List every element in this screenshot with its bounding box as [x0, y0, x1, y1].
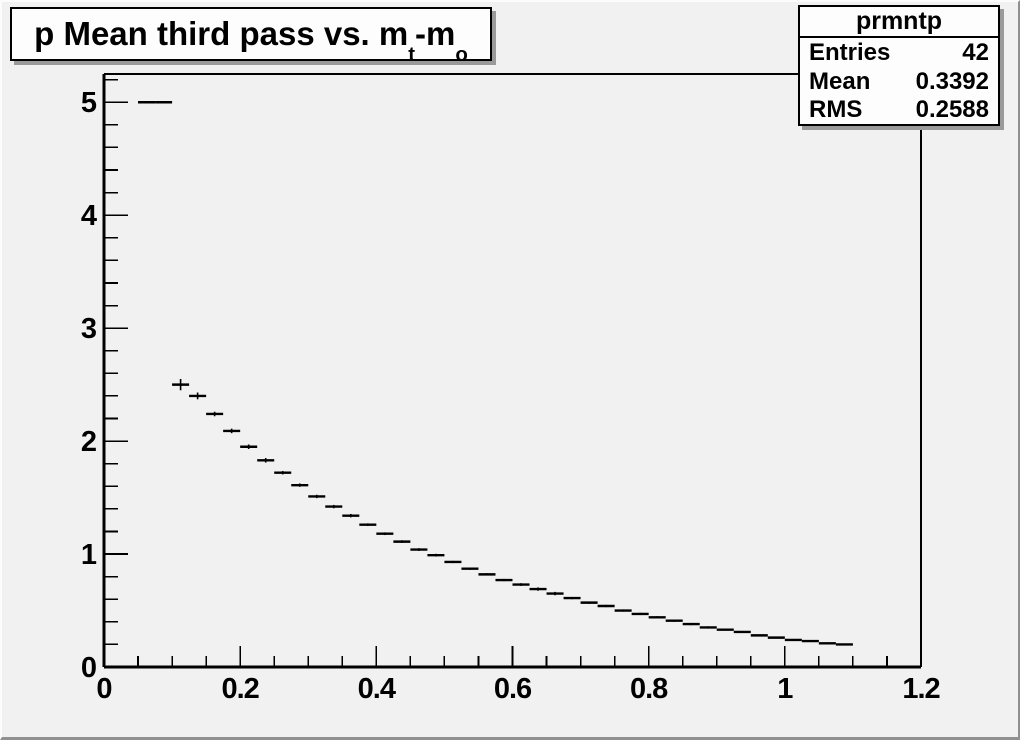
x-tick-label: 0.2	[222, 673, 259, 705]
x-tick-label: 0.8	[630, 673, 668, 705]
y-tick-label: 4	[81, 200, 97, 232]
stats-label: Mean	[809, 67, 871, 95]
title-box: p Mean third pass vs. m t -m o	[10, 7, 492, 66]
y-tick-label: 0	[81, 652, 96, 684]
title-text: p Mean third pass vs. m	[34, 15, 409, 52]
x-tick-label: 1.2	[902, 673, 939, 705]
stats-value: 0.2588	[915, 96, 989, 123]
x-tick-label: 1	[777, 673, 793, 705]
stats-value: 42	[962, 39, 989, 66]
stats-row-mean: Mean 0.3392	[800, 67, 998, 96]
title-subscript-o: o	[455, 43, 468, 66]
stats-box: prmntp Entries 42 Mean 0.3392 RMS 0.2588	[798, 5, 1000, 126]
title-subscript-t: t	[408, 43, 416, 66]
x-tick-label: 0	[96, 673, 111, 705]
y-tick-label: 2	[81, 426, 96, 458]
y-tick-label: 3	[81, 313, 97, 345]
stats-label: Entries	[809, 39, 891, 66]
stats-row-entries: Entries 42	[800, 38, 998, 67]
stats-row-rms: RMS 0.2588	[800, 95, 998, 124]
stats-box-title: prmntp	[800, 7, 998, 38]
y-tick-label: 5	[81, 87, 97, 119]
x-tick-label: 0.4	[358, 673, 396, 705]
x-tick-label: 0.6	[494, 673, 532, 705]
title-text-2: -m	[415, 15, 456, 52]
y-tick-label: 1	[81, 539, 97, 571]
stats-value: 0.3392	[915, 67, 989, 95]
stats-label: RMS	[809, 96, 863, 123]
